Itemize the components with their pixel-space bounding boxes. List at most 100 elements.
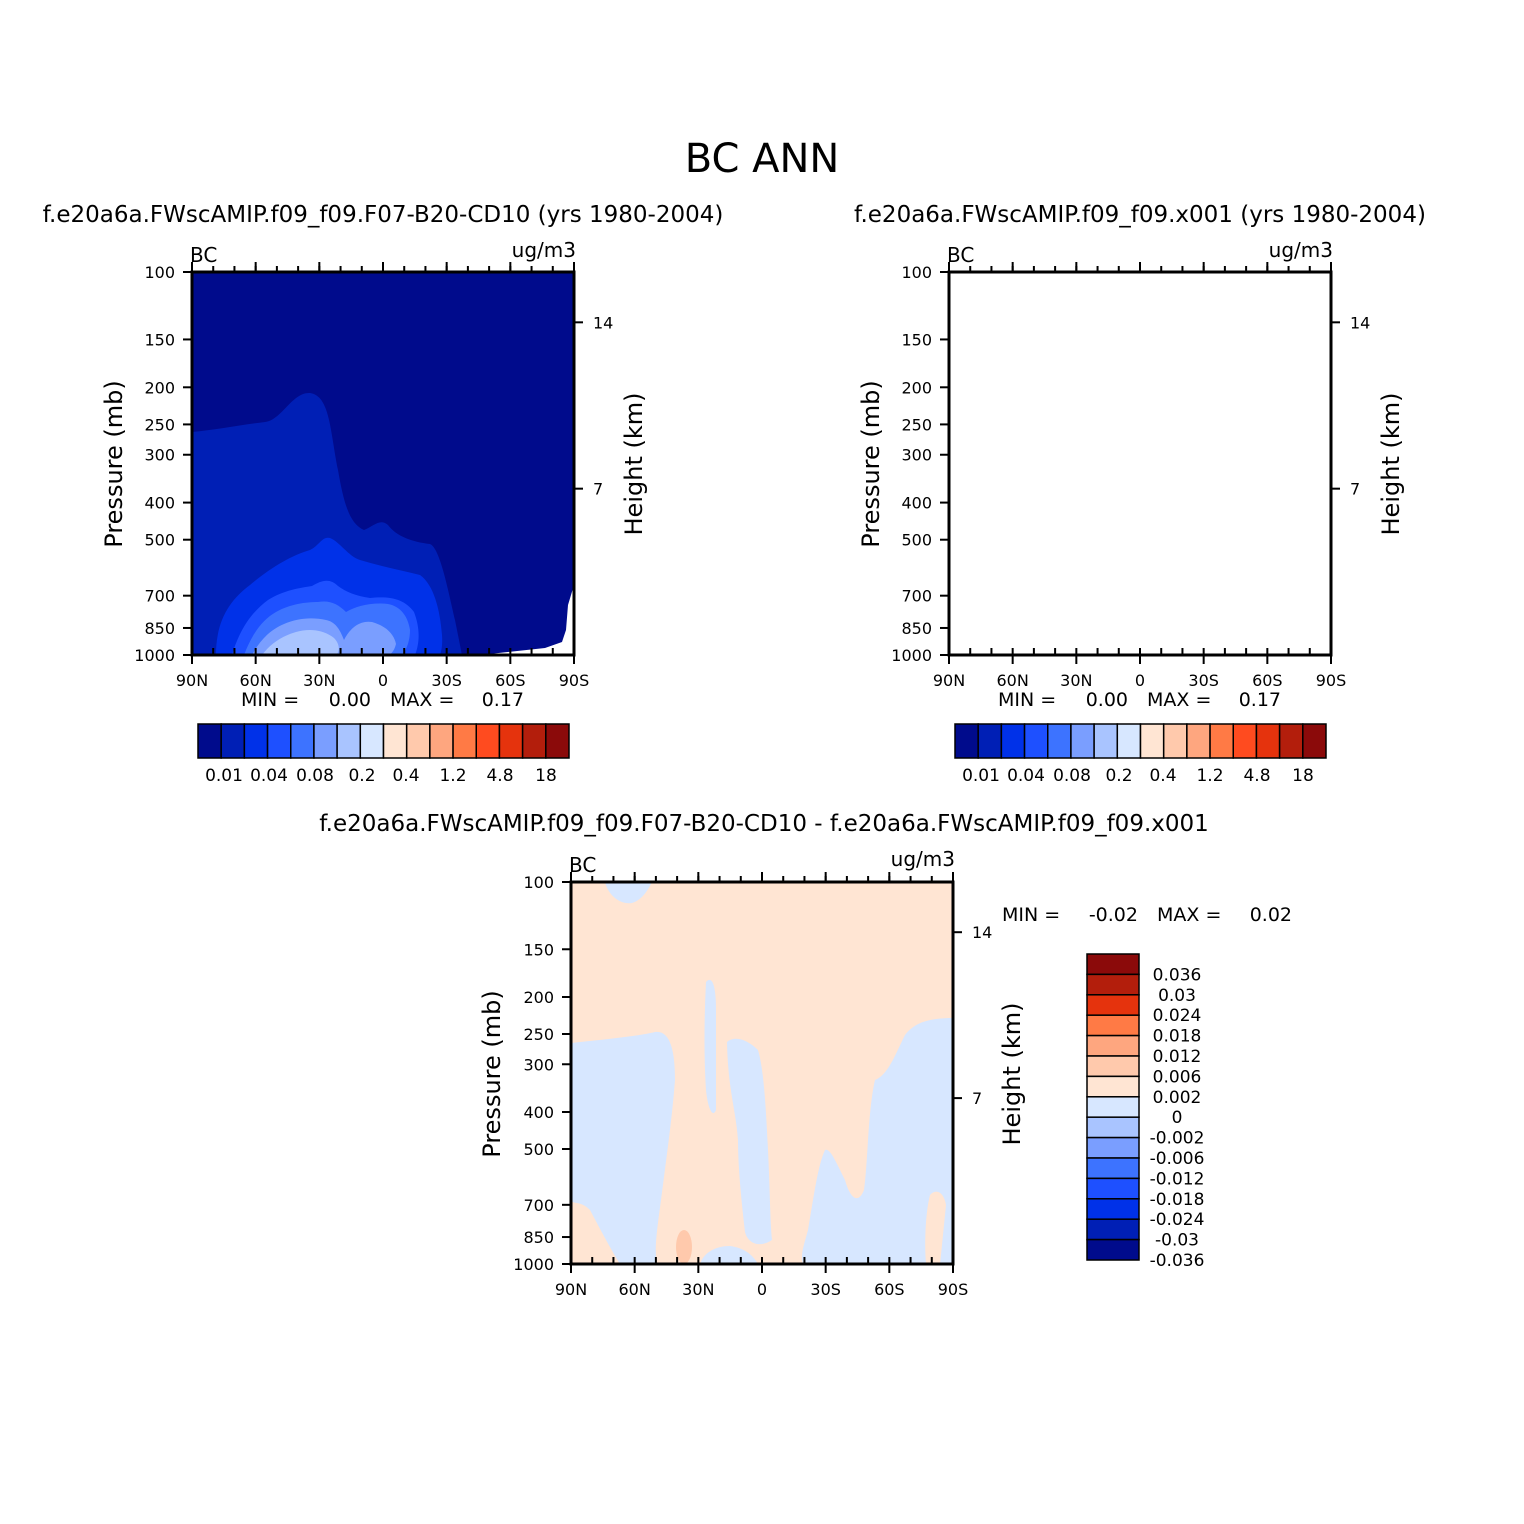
panel-control-max-label: MAX =	[390, 689, 454, 711]
colorbar-label: 0.01	[962, 766, 1000, 786]
panel-control-min-label: MIN =	[241, 689, 299, 711]
diff-positive-max-blob	[676, 1230, 692, 1264]
colorbar-label: -0.018	[1150, 1190, 1205, 1210]
colorbar-label: 0.2	[1105, 766, 1132, 786]
colorbar-swatch	[1086, 1218, 1140, 1241]
y-tick-label: 400	[523, 1103, 554, 1122]
panel-test-variable: BC	[947, 243, 974, 267]
colorbar-swatch	[1086, 953, 1140, 976]
y-tick-label: 700	[901, 587, 932, 606]
y-tick-label: 300	[523, 1055, 554, 1074]
colorbar-label: 1.2	[1196, 766, 1223, 786]
colorbar-swatch	[1255, 723, 1281, 759]
y-tick-label: 500	[144, 531, 175, 550]
height-tick-label: 14	[593, 313, 613, 332]
colorbar-label: 0.04	[1007, 766, 1045, 786]
panel-difference-min-value: -0.02	[1089, 904, 1138, 926]
panel-difference-ylabel-right: Height (km)	[998, 1003, 1026, 1146]
colorbar-swatch	[1086, 1014, 1140, 1037]
colorbar-swatch	[1086, 1238, 1140, 1261]
colorbar-label: 0.04	[250, 766, 288, 786]
height-tick-label: 14	[1350, 313, 1370, 332]
y-tick-label: 1000	[891, 646, 932, 665]
colorbar-label: 0.08	[296, 766, 334, 786]
colorbar-label: 0.012	[1153, 1047, 1202, 1067]
y-tick-label: 100	[144, 263, 175, 282]
panel-test-colorbar: 0.01 0.04 0.08 0.2 0.4 1.2 4.8 18	[954, 723, 1327, 786]
colorbar-swatch	[313, 723, 338, 759]
panel-control-ylabel-right: Height (km)	[620, 393, 648, 536]
colorbar-swatch	[1093, 723, 1119, 759]
x-tick-label: 90N	[176, 671, 208, 690]
colorbar-swatch	[359, 723, 385, 759]
colorbar-label: 4.8	[1243, 766, 1270, 786]
colorbar-swatch	[1278, 723, 1304, 759]
panel-difference-min-label: MIN =	[1002, 904, 1060, 926]
colorbar-swatch	[1139, 723, 1165, 759]
colorbar-swatch	[1086, 1116, 1140, 1139]
colorbar-swatch	[1116, 723, 1142, 759]
colorbar-swatch	[475, 723, 501, 759]
y-tick-label: 150	[523, 940, 554, 959]
y-tick-label: 300	[901, 446, 932, 465]
colorbar-swatch	[1000, 723, 1026, 759]
colorbar-swatch	[336, 723, 362, 759]
colorbar-label: -0.03	[1155, 1231, 1199, 1251]
x-tick-label: 30S	[431, 671, 462, 690]
colorbar-label: 0.2	[348, 766, 375, 786]
missing-data-mask	[1237, 585, 1331, 655]
colorbar-swatch	[545, 723, 570, 759]
colorbar-label: -0.036	[1150, 1251, 1205, 1271]
diff-negative-top-patch	[605, 882, 652, 904]
panel-control-axes: 90N 60N 30N 0 30S 60S 90S 100 150 200 250 300 400 500…	[134, 262, 613, 690]
colorbar-swatch	[243, 723, 269, 759]
panel-test-frame	[947, 270, 1333, 657]
diff-negative-narrow-column	[704, 979, 716, 1114]
panel-difference-units: ug/m3	[891, 847, 955, 871]
colorbar-swatch	[1086, 1096, 1140, 1118]
contour-band-7	[1019, 630, 1096, 655]
panel-control-contours	[192, 272, 574, 655]
x-tick-label: 0	[378, 671, 388, 690]
panel-control: f.e20a6a.FWscAMIP.f09_f09.F07-B20-CD10 (…	[43, 202, 724, 786]
x-tick-label: 30N	[303, 671, 335, 690]
panel-test: f.e20a6a.FWscAMIP.f09_f09.x001 (yrs 1980…	[854, 202, 1426, 786]
colorbar-swatch	[1086, 1157, 1140, 1180]
y-tick-label: 850	[901, 619, 932, 638]
colorbar-label: 0.036	[1153, 965, 1202, 985]
panel-control-max-value: 0.17	[482, 689, 524, 711]
height-tick-label: 7	[972, 1089, 982, 1108]
diff-negative-bottom-strip	[700, 1246, 758, 1264]
colorbar-label: 0.08	[1053, 766, 1091, 786]
colorbar-swatch	[1023, 723, 1049, 759]
panel-test-title: f.e20a6a.FWscAMIP.f09_f09.x001 (yrs 1980…	[854, 202, 1426, 228]
colorbar-label: 1.2	[439, 766, 466, 786]
colorbar-label: -0.024	[1150, 1210, 1205, 1230]
colorbar-label: 0.03	[1158, 986, 1196, 1006]
colorbar-label: 0	[1172, 1108, 1183, 1128]
y-tick-label: 150	[144, 330, 175, 349]
y-tick-label: 250	[901, 415, 932, 434]
colorbar-swatch	[405, 723, 431, 759]
y-tick-label: 850	[523, 1228, 554, 1247]
y-tick-label: 200	[901, 378, 932, 397]
panel-test-ylabel-right: Height (km)	[1377, 393, 1405, 536]
panel-difference-title: f.e20a6a.FWscAMIP.f09_f09.F07-B20-CD10 -…	[319, 811, 1209, 837]
colorbar-swatch	[977, 723, 1003, 759]
panel-difference: f.e20a6a.FWscAMIP.f09_f09.F07-B20-CD10 -…	[319, 811, 1292, 1299]
y-tick-label: 500	[901, 531, 932, 550]
y-tick-label: 250	[144, 415, 175, 434]
y-tick-label: 1000	[513, 1255, 554, 1274]
panel-control-colorbar: 0.01 0.04 0.08 0.2 0.4 1.2 4.8 18	[197, 723, 570, 786]
x-tick-label: 60N	[997, 671, 1029, 690]
colorbar-swatch	[290, 723, 315, 759]
colorbar-label: 18	[535, 766, 557, 786]
y-tick-label: 100	[523, 873, 554, 892]
y-tick-label: 700	[523, 1196, 554, 1215]
panel-test-min-value: 0.00	[1086, 689, 1128, 711]
x-tick-label: 60N	[619, 1280, 651, 1299]
y-tick-label: 250	[523, 1025, 554, 1044]
colorbar-swatch	[521, 723, 547, 759]
colorbar-swatch	[1086, 1055, 1140, 1078]
